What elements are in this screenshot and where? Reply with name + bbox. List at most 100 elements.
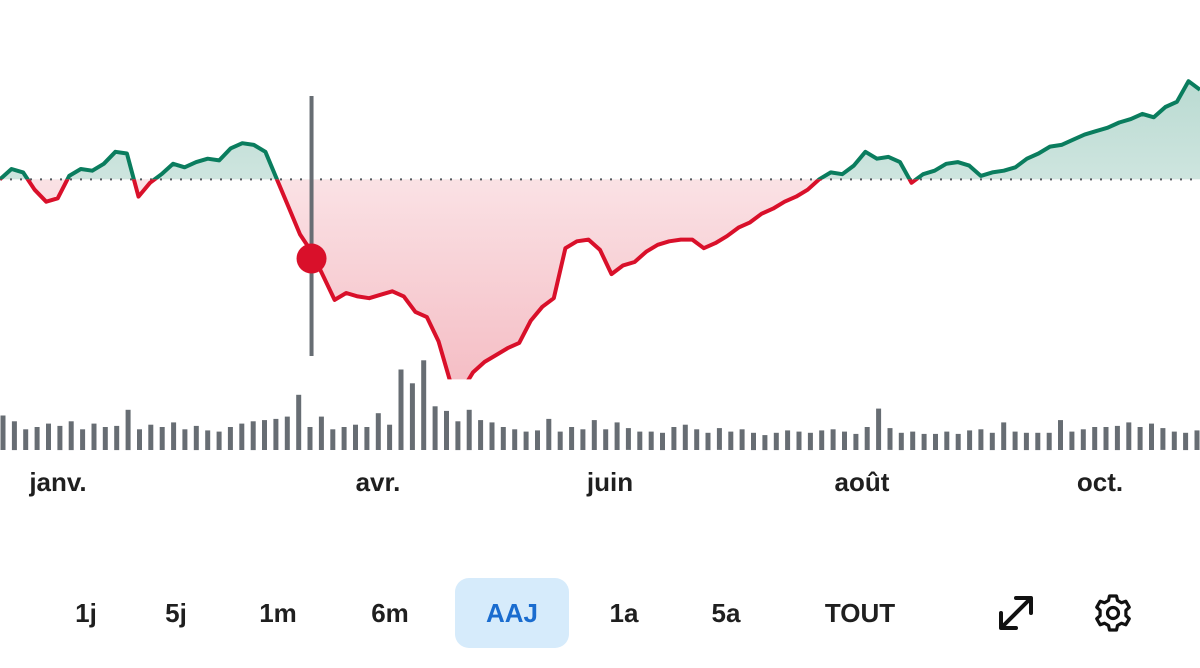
volume-bar bbox=[1092, 427, 1098, 450]
volume-bar bbox=[455, 421, 461, 451]
volume-bar bbox=[421, 360, 427, 450]
volume-bar bbox=[102, 427, 108, 450]
volume-bar bbox=[125, 409, 131, 451]
volume-bar bbox=[1069, 431, 1075, 450]
volume-bar bbox=[171, 422, 177, 450]
volume-bar bbox=[1103, 427, 1109, 450]
volume-bar bbox=[546, 418, 552, 450]
volume-bar bbox=[1046, 432, 1052, 451]
volume-bar bbox=[307, 427, 313, 450]
price-chart[interactable]: janv. avr. juin août oct. bbox=[0, 0, 1200, 520]
volume-bar bbox=[489, 422, 495, 450]
volume-bar bbox=[409, 383, 415, 450]
volume-bar bbox=[864, 427, 870, 450]
volume-bar bbox=[955, 433, 961, 450]
time-range-selector: 1j 5j 1m 6m AAJ 1a 5a TOUT bbox=[0, 578, 1200, 648]
price-line-up bbox=[0, 79, 1200, 180]
volume-bar bbox=[296, 394, 302, 450]
volume-bar bbox=[466, 409, 472, 451]
volume-bar bbox=[91, 423, 97, 450]
volume-bar bbox=[148, 424, 154, 450]
volume-bar bbox=[728, 431, 734, 450]
volume-bar bbox=[159, 427, 165, 450]
volume-bar bbox=[716, 428, 722, 450]
volume-bar bbox=[34, 427, 40, 450]
volume-bar bbox=[580, 429, 586, 450]
volume-bar bbox=[330, 429, 336, 450]
volume-bar bbox=[1012, 431, 1018, 450]
range-1y-button[interactable]: 1a bbox=[594, 578, 654, 648]
volume-bar bbox=[318, 416, 324, 450]
volume-bar bbox=[387, 424, 393, 450]
volume-bar bbox=[205, 430, 211, 450]
x-tick-label: août bbox=[835, 467, 890, 497]
volume-bar bbox=[478, 420, 484, 450]
x-tick-label: oct. bbox=[1077, 467, 1123, 497]
volume-bar bbox=[819, 430, 825, 450]
volume-bar bbox=[591, 420, 597, 450]
volume-bar bbox=[1160, 428, 1166, 450]
volume-bar bbox=[625, 428, 631, 450]
expand-button[interactable] bbox=[986, 578, 1046, 648]
volume-bar bbox=[762, 435, 768, 451]
volume-bar bbox=[842, 431, 847, 450]
volume-bar bbox=[523, 431, 529, 450]
volume-bar bbox=[887, 428, 893, 450]
volume-bar bbox=[1149, 423, 1154, 450]
volume-bar bbox=[262, 420, 267, 450]
expand-arrows-icon bbox=[999, 596, 1033, 630]
volume-bar bbox=[216, 431, 222, 450]
volume-bar bbox=[921, 433, 927, 450]
volume-bar bbox=[660, 432, 665, 451]
volume-bar bbox=[751, 432, 756, 451]
area-below-baseline bbox=[27, 179, 917, 380]
volume-bar bbox=[1023, 432, 1029, 451]
range-ytd-button[interactable]: AAJ bbox=[455, 578, 569, 648]
volume-bar bbox=[1183, 432, 1189, 451]
volume-bar bbox=[898, 432, 904, 451]
x-tick-label: janv. bbox=[28, 467, 86, 497]
volume-bar bbox=[944, 431, 950, 450]
settings-button[interactable] bbox=[1083, 578, 1143, 648]
volume-bar bbox=[637, 431, 643, 450]
volume-bar bbox=[1126, 422, 1132, 450]
volume-bar bbox=[0, 415, 6, 450]
volume-bar bbox=[227, 427, 233, 450]
volume-bar bbox=[80, 429, 86, 450]
volume-bar bbox=[557, 431, 563, 450]
range-max-button[interactable]: TOUT bbox=[812, 578, 908, 648]
volume-bar bbox=[830, 429, 836, 450]
volume-bar bbox=[1194, 430, 1200, 450]
volume-bar bbox=[739, 429, 745, 450]
volume-bar bbox=[284, 416, 290, 450]
x-tick-label: juin bbox=[586, 467, 633, 497]
volume-bar bbox=[68, 421, 74, 451]
volume-bar bbox=[967, 430, 973, 450]
volume-bars bbox=[0, 360, 1200, 451]
volume-bar bbox=[250, 421, 256, 451]
volume-bar bbox=[512, 429, 518, 450]
volume-bar bbox=[1001, 422, 1007, 450]
volume-bar bbox=[239, 423, 245, 450]
volume-bar bbox=[853, 433, 859, 450]
volume-bar bbox=[910, 431, 916, 450]
volume-bar bbox=[444, 410, 449, 450]
range-1d-button[interactable]: 1j bbox=[56, 578, 116, 648]
x-tick-label: avr. bbox=[356, 467, 401, 497]
volume-bar bbox=[46, 423, 51, 450]
area-above-baseline bbox=[0, 81, 1200, 180]
volume-bar bbox=[11, 421, 17, 451]
volume-bar bbox=[341, 427, 347, 450]
range-6m-button[interactable]: 6m bbox=[360, 578, 420, 648]
range-5d-button[interactable]: 5j bbox=[146, 578, 206, 648]
volume-bar bbox=[978, 429, 984, 450]
volume-bar bbox=[773, 432, 779, 451]
volume-bar bbox=[1114, 425, 1120, 451]
volume-bar bbox=[273, 418, 279, 450]
volume-bar bbox=[989, 432, 995, 451]
range-1m-button[interactable]: 1m bbox=[248, 578, 308, 648]
volume-bar bbox=[1080, 429, 1086, 450]
volume-bar bbox=[182, 429, 188, 450]
highlight-point bbox=[296, 243, 327, 274]
range-5y-button[interactable]: 5a bbox=[696, 578, 756, 648]
